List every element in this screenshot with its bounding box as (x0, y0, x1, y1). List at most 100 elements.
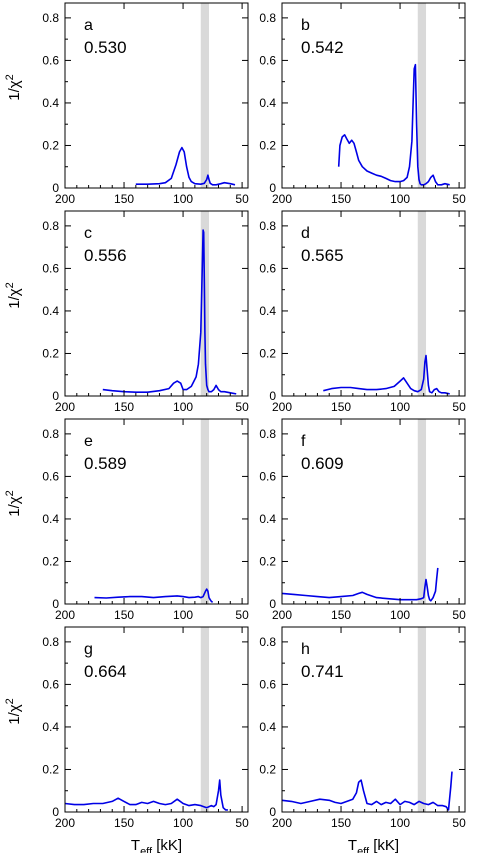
x-tick-label: 100 (173, 816, 193, 830)
y-axis-title: 1/χ2 (4, 282, 23, 309)
x-tick-label: 150 (331, 816, 351, 830)
series-line-b (339, 65, 450, 185)
panel-value: 0.741 (301, 662, 344, 681)
panel-f: 00.20.40.60.8200 150 100 50f0.609 (259, 419, 466, 622)
panel-letter: a (84, 17, 93, 34)
x-tick-label: 100 (390, 400, 410, 414)
panel-letter: b (301, 17, 310, 34)
panel-h: 0 0.2 0.4 0.6 0.8 200 150 100 50 h 0.741 Teff [kK] (259, 627, 466, 853)
x-axis-title: Teff [kK] (348, 837, 399, 853)
y-tick-label: 0.2 (42, 346, 59, 360)
y-tick-label: 0.6 (259, 677, 276, 691)
x-tick-label: 150 (114, 192, 134, 206)
panel-b: 0 0.2 0.4 0.6 0.8 200 150 100 50 b 0.542 (259, 3, 466, 206)
y-tick-label: 0.6 (42, 469, 59, 483)
x-tick-label: 200 (55, 608, 75, 622)
y-tick-label: 0.8 (42, 635, 59, 649)
y-tick-label: 0.8 (259, 11, 276, 25)
x-tick-label: 50 (235, 192, 249, 206)
panel-value: 0.530 (84, 38, 127, 57)
y-tick-label: 0.2 (259, 554, 276, 568)
y-axis-title: 1/χ2 (4, 490, 23, 517)
y-axis-title: 1/χ2 (4, 698, 23, 725)
x-tick-label: 50 (452, 192, 466, 206)
y-tick-label: 0.6 (259, 469, 276, 483)
shaded-band (201, 627, 209, 812)
y-tick-label: 0.2 (42, 762, 59, 776)
y-tick-label: 0.4 (259, 96, 276, 110)
panel-letter: f (301, 433, 306, 450)
y-tick-label: 0.6 (259, 261, 276, 275)
x-tick-label: 50 (235, 400, 249, 414)
x-tick-label: 100 (390, 608, 410, 622)
panel-e: 00.20.40.60.8200 150 100 50e0.5891/χ2 (4, 419, 249, 622)
x-tick-label: 50 (235, 608, 249, 622)
shaded-band (201, 3, 209, 188)
x-tick-label: 100 (173, 400, 193, 414)
x-tick-label: 100 (173, 608, 193, 622)
x-tick-label: 150 (114, 608, 134, 622)
x-tick-label: 150 (331, 608, 351, 622)
y-tick-label: 0.2 (259, 762, 276, 776)
x-tick-label: 200 (272, 608, 292, 622)
x-tick-label: 100 (173, 192, 193, 206)
y-tick-label: 0.2 (259, 138, 276, 152)
panel-letter: d (301, 225, 310, 242)
x-tick-label: 200 (272, 816, 292, 830)
panel-g: 00.20.40.60.8200 150 100 50g0.6641/χ2Teff [… (4, 627, 249, 853)
y-tick-label: 0.4 (42, 720, 59, 734)
y-tick-label: 0.4 (42, 304, 59, 318)
y-tick-label: 0.8 (42, 11, 59, 25)
shaded-band (418, 627, 426, 812)
y-tick-label: 0.6 (42, 677, 59, 691)
y-tick-label: 0.6 (42, 261, 59, 275)
series-line-h (282, 772, 452, 810)
x-tick-label: 50 (452, 400, 466, 414)
panel-value: 0.664 (84, 662, 127, 681)
y-tick-label: 0.6 (259, 53, 276, 67)
x-tick-label: 200 (55, 400, 75, 414)
shaded-band (418, 3, 426, 188)
x-tick-label: 150 (331, 400, 351, 414)
y-tick-label: 0.2 (42, 554, 59, 568)
panel-value: 0.565 (301, 246, 344, 265)
y-tick-label: 0.4 (259, 304, 276, 318)
y-tick-label: 0.2 (42, 138, 59, 152)
x-tick-label: 50 (452, 608, 466, 622)
panel-value: 0.589 (84, 454, 127, 473)
x-tick-label: 200 (272, 400, 292, 414)
series-line-d (323, 356, 449, 394)
series-line-e (95, 589, 213, 602)
x-tick-label: 100 (390, 192, 410, 206)
x-tick-label: 200 (55, 192, 75, 206)
series-line-f (282, 568, 438, 601)
y-tick-label: 0.8 (42, 219, 59, 233)
y-tick-label: 0.4 (259, 512, 276, 526)
y-tick-label: 0.6 (42, 53, 59, 67)
y-tick-label: 0.4 (42, 512, 59, 526)
x-tick-label: 100 (390, 816, 410, 830)
y-tick-label: 0.8 (259, 635, 276, 649)
y-tick-label: 0.8 (42, 427, 59, 441)
panel-letter: e (84, 433, 93, 450)
x-tick-label: 150 (114, 816, 134, 830)
panel-letter: c (84, 225, 92, 242)
panel-d: 0 0.2 0.4 0.6 0.8 200 150 100 50 d 0.565 (259, 211, 466, 414)
x-tick-label: 50 (452, 816, 466, 830)
x-tick-label: 150 (331, 192, 351, 206)
y-axis-title: 1/χ2 (4, 74, 23, 101)
y-tick-label: 0.4 (42, 96, 59, 110)
x-tick-label: 200 (55, 816, 75, 830)
panel-value: 0.542 (301, 38, 344, 57)
panel-value: 0.609 (301, 454, 344, 473)
panel-letter: h (301, 641, 310, 658)
panel-c: 0 0.2 0.4 0.6 0.8 200 150 100 50 c 0.556 1/χ2 (4, 211, 249, 414)
series-line-a (136, 148, 235, 185)
y-tick-label: 0.2 (259, 346, 276, 360)
x-tick-label: 200 (272, 192, 292, 206)
panel-a: 0 0.2 0.4 0.6 0.8 200 150 100 50 a 0.530 1/χ2 (4, 3, 249, 206)
panel-value: 0.556 (84, 246, 127, 265)
panel-letter: g (84, 641, 93, 658)
x-tick-label: 50 (235, 816, 249, 830)
